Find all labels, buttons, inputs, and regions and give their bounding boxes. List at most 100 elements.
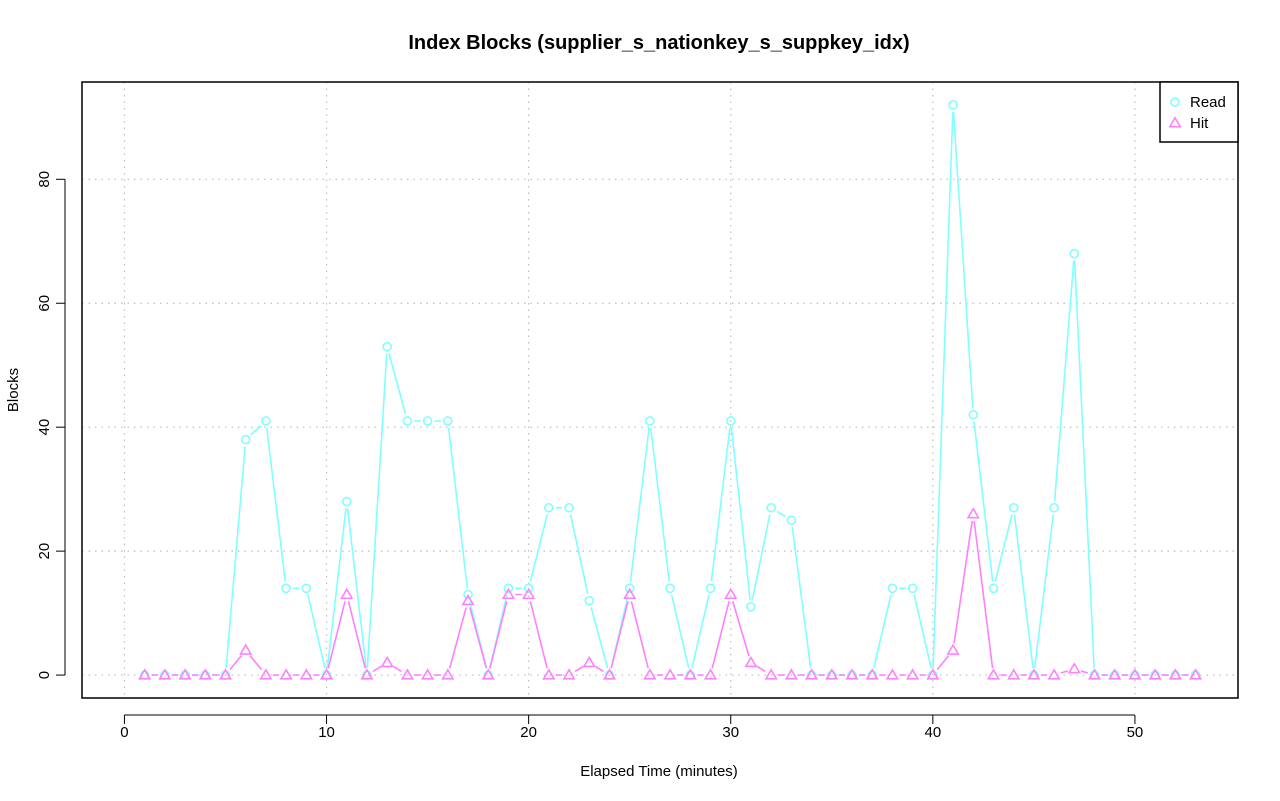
legend-marker — [1168, 116, 1182, 128]
data-point — [683, 668, 697, 680]
series-segment — [448, 607, 467, 669]
data-point — [340, 587, 354, 600]
data-point — [725, 416, 736, 426]
y-tick-label: 0 — [36, 671, 53, 679]
series-segment — [913, 594, 933, 669]
x-tick-label: 10 — [318, 724, 335, 741]
grid — [82, 82, 1238, 698]
data-point — [946, 643, 960, 655]
series-segment — [569, 514, 589, 595]
series-segment — [731, 600, 750, 657]
x-tick-label: 0 — [120, 724, 128, 741]
data-point — [764, 668, 778, 680]
data-point — [746, 602, 756, 612]
series-segment — [574, 665, 584, 673]
series-segment — [346, 508, 367, 669]
data-point — [523, 583, 534, 594]
data-point — [845, 668, 859, 680]
data-point — [279, 668, 293, 680]
x-tick-label: 30 — [722, 724, 739, 741]
series-segment — [392, 665, 402, 673]
data-point — [564, 502, 574, 513]
data-point — [663, 668, 677, 680]
data-point — [645, 416, 655, 426]
y-axis-label: Blocks — [5, 368, 22, 412]
data-point — [906, 668, 920, 680]
data-point — [420, 668, 435, 680]
data-point — [643, 668, 657, 680]
data-point — [544, 502, 554, 513]
series-segment — [710, 427, 731, 582]
data-point — [948, 100, 958, 110]
series-segment — [590, 607, 609, 669]
data-point — [400, 668, 414, 680]
plot-frame — [81, 81, 1239, 699]
data-point — [584, 595, 595, 606]
series-segment — [973, 421, 994, 582]
data-point — [926, 668, 940, 680]
data-point — [261, 416, 271, 426]
data-point — [301, 583, 312, 594]
data-point — [1087, 668, 1102, 680]
data-point — [240, 434, 251, 445]
chart-title: Index Blocks (supplier_s_nationkey_s_sup… — [408, 32, 909, 54]
data-point — [624, 583, 635, 594]
data-point — [138, 668, 152, 680]
series-segment — [730, 427, 751, 601]
series-segment — [1053, 260, 1075, 501]
data-point — [198, 668, 212, 680]
series-segment — [366, 353, 388, 669]
data-point — [705, 583, 716, 594]
series-segment — [489, 601, 508, 669]
axes: 0 10 20 30 40 50 0 20 40 60 80 — [36, 171, 1143, 741]
series-segment — [751, 514, 771, 601]
data-point — [986, 668, 1001, 680]
data-point — [1047, 668, 1061, 680]
series-segment — [347, 601, 367, 669]
data-point — [968, 409, 979, 420]
data-point — [623, 587, 637, 600]
y-tick-label: 60 — [36, 295, 53, 312]
data-point — [319, 668, 334, 680]
x-tick-label: 40 — [924, 724, 941, 741]
series-read — [139, 100, 1201, 680]
series-segment — [1073, 260, 1095, 669]
series-segment — [447, 427, 468, 588]
series-segment — [691, 594, 710, 669]
legend-label: Hit — [1190, 115, 1209, 132]
series-segment — [1013, 514, 1034, 669]
x-tick-label: 20 — [520, 724, 537, 741]
data-point — [380, 655, 394, 668]
series-segment — [1080, 670, 1089, 674]
series-segment — [791, 526, 812, 669]
series-segment — [629, 427, 650, 582]
data-point — [602, 668, 617, 680]
series-segment — [326, 508, 347, 669]
data-point — [724, 587, 738, 600]
series-hit — [138, 507, 1203, 680]
series-segment — [711, 601, 730, 669]
data-point — [178, 668, 192, 680]
data-point — [966, 507, 980, 519]
data-point — [461, 593, 475, 606]
data-point — [382, 341, 392, 352]
data-point — [865, 668, 879, 680]
x-tick-label: 50 — [1127, 724, 1144, 741]
data-point — [1049, 502, 1059, 513]
series-segment — [327, 601, 346, 669]
data-point — [665, 583, 675, 594]
data-point — [542, 668, 556, 680]
legend-label: Read — [1190, 94, 1226, 111]
data-point — [786, 515, 797, 525]
data-point — [1067, 662, 1081, 674]
data-point — [1069, 248, 1080, 259]
series-segment — [229, 655, 242, 671]
data-point — [562, 668, 576, 680]
data-point — [988, 583, 999, 594]
data-point — [1168, 668, 1182, 680]
data-point — [885, 668, 900, 680]
series-segment — [529, 601, 548, 669]
data-point — [1007, 668, 1021, 680]
data-point — [218, 668, 233, 680]
data-point — [503, 583, 514, 594]
